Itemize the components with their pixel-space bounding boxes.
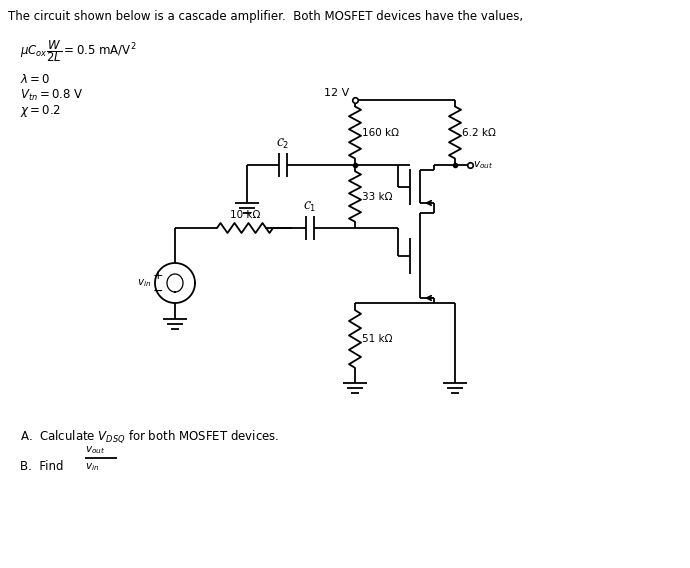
Text: $v_{in}$: $v_{in}$ bbox=[85, 461, 99, 473]
Text: $\mathcal{C}_1$: $\mathcal{C}_1$ bbox=[304, 200, 317, 214]
Text: $\chi=0.2$: $\chi=0.2$ bbox=[20, 103, 61, 119]
Text: 6.2 kΩ: 6.2 kΩ bbox=[462, 127, 496, 137]
Text: $v_{in}$: $v_{in}$ bbox=[137, 277, 151, 289]
Text: $\lambda=0$: $\lambda=0$ bbox=[20, 73, 50, 86]
Text: $\mu C_{ox}\dfrac{W}{2L}=0.5\ \mathrm{mA/V}^2$: $\mu C_{ox}\dfrac{W}{2L}=0.5\ \mathrm{mA… bbox=[20, 38, 137, 64]
Text: $v_{out}$: $v_{out}$ bbox=[85, 444, 106, 456]
Text: $v_{out}$: $v_{out}$ bbox=[473, 159, 493, 171]
Text: 51 kΩ: 51 kΩ bbox=[362, 334, 393, 344]
Text: B.  Find: B. Find bbox=[20, 460, 67, 473]
Text: $V_{tn}=0.8\ \mathrm{V}$: $V_{tn}=0.8\ \mathrm{V}$ bbox=[20, 88, 83, 103]
Text: The circuit shown below is a cascade amplifier.  Both MOSFET devices have the va: The circuit shown below is a cascade amp… bbox=[8, 10, 523, 23]
Text: A.  Calculate $V_{DSQ}$ for both MOSFET devices.: A. Calculate $V_{DSQ}$ for both MOSFET d… bbox=[20, 428, 279, 445]
Text: 33 kΩ: 33 kΩ bbox=[362, 191, 393, 202]
Text: 10 kΩ: 10 kΩ bbox=[230, 210, 260, 220]
Text: +: + bbox=[152, 269, 164, 282]
Text: 160 kΩ: 160 kΩ bbox=[362, 127, 399, 137]
Text: −: − bbox=[152, 285, 164, 298]
Text: $\mathcal{C}_2$: $\mathcal{C}_2$ bbox=[277, 137, 290, 151]
Text: 12 V: 12 V bbox=[324, 88, 349, 98]
